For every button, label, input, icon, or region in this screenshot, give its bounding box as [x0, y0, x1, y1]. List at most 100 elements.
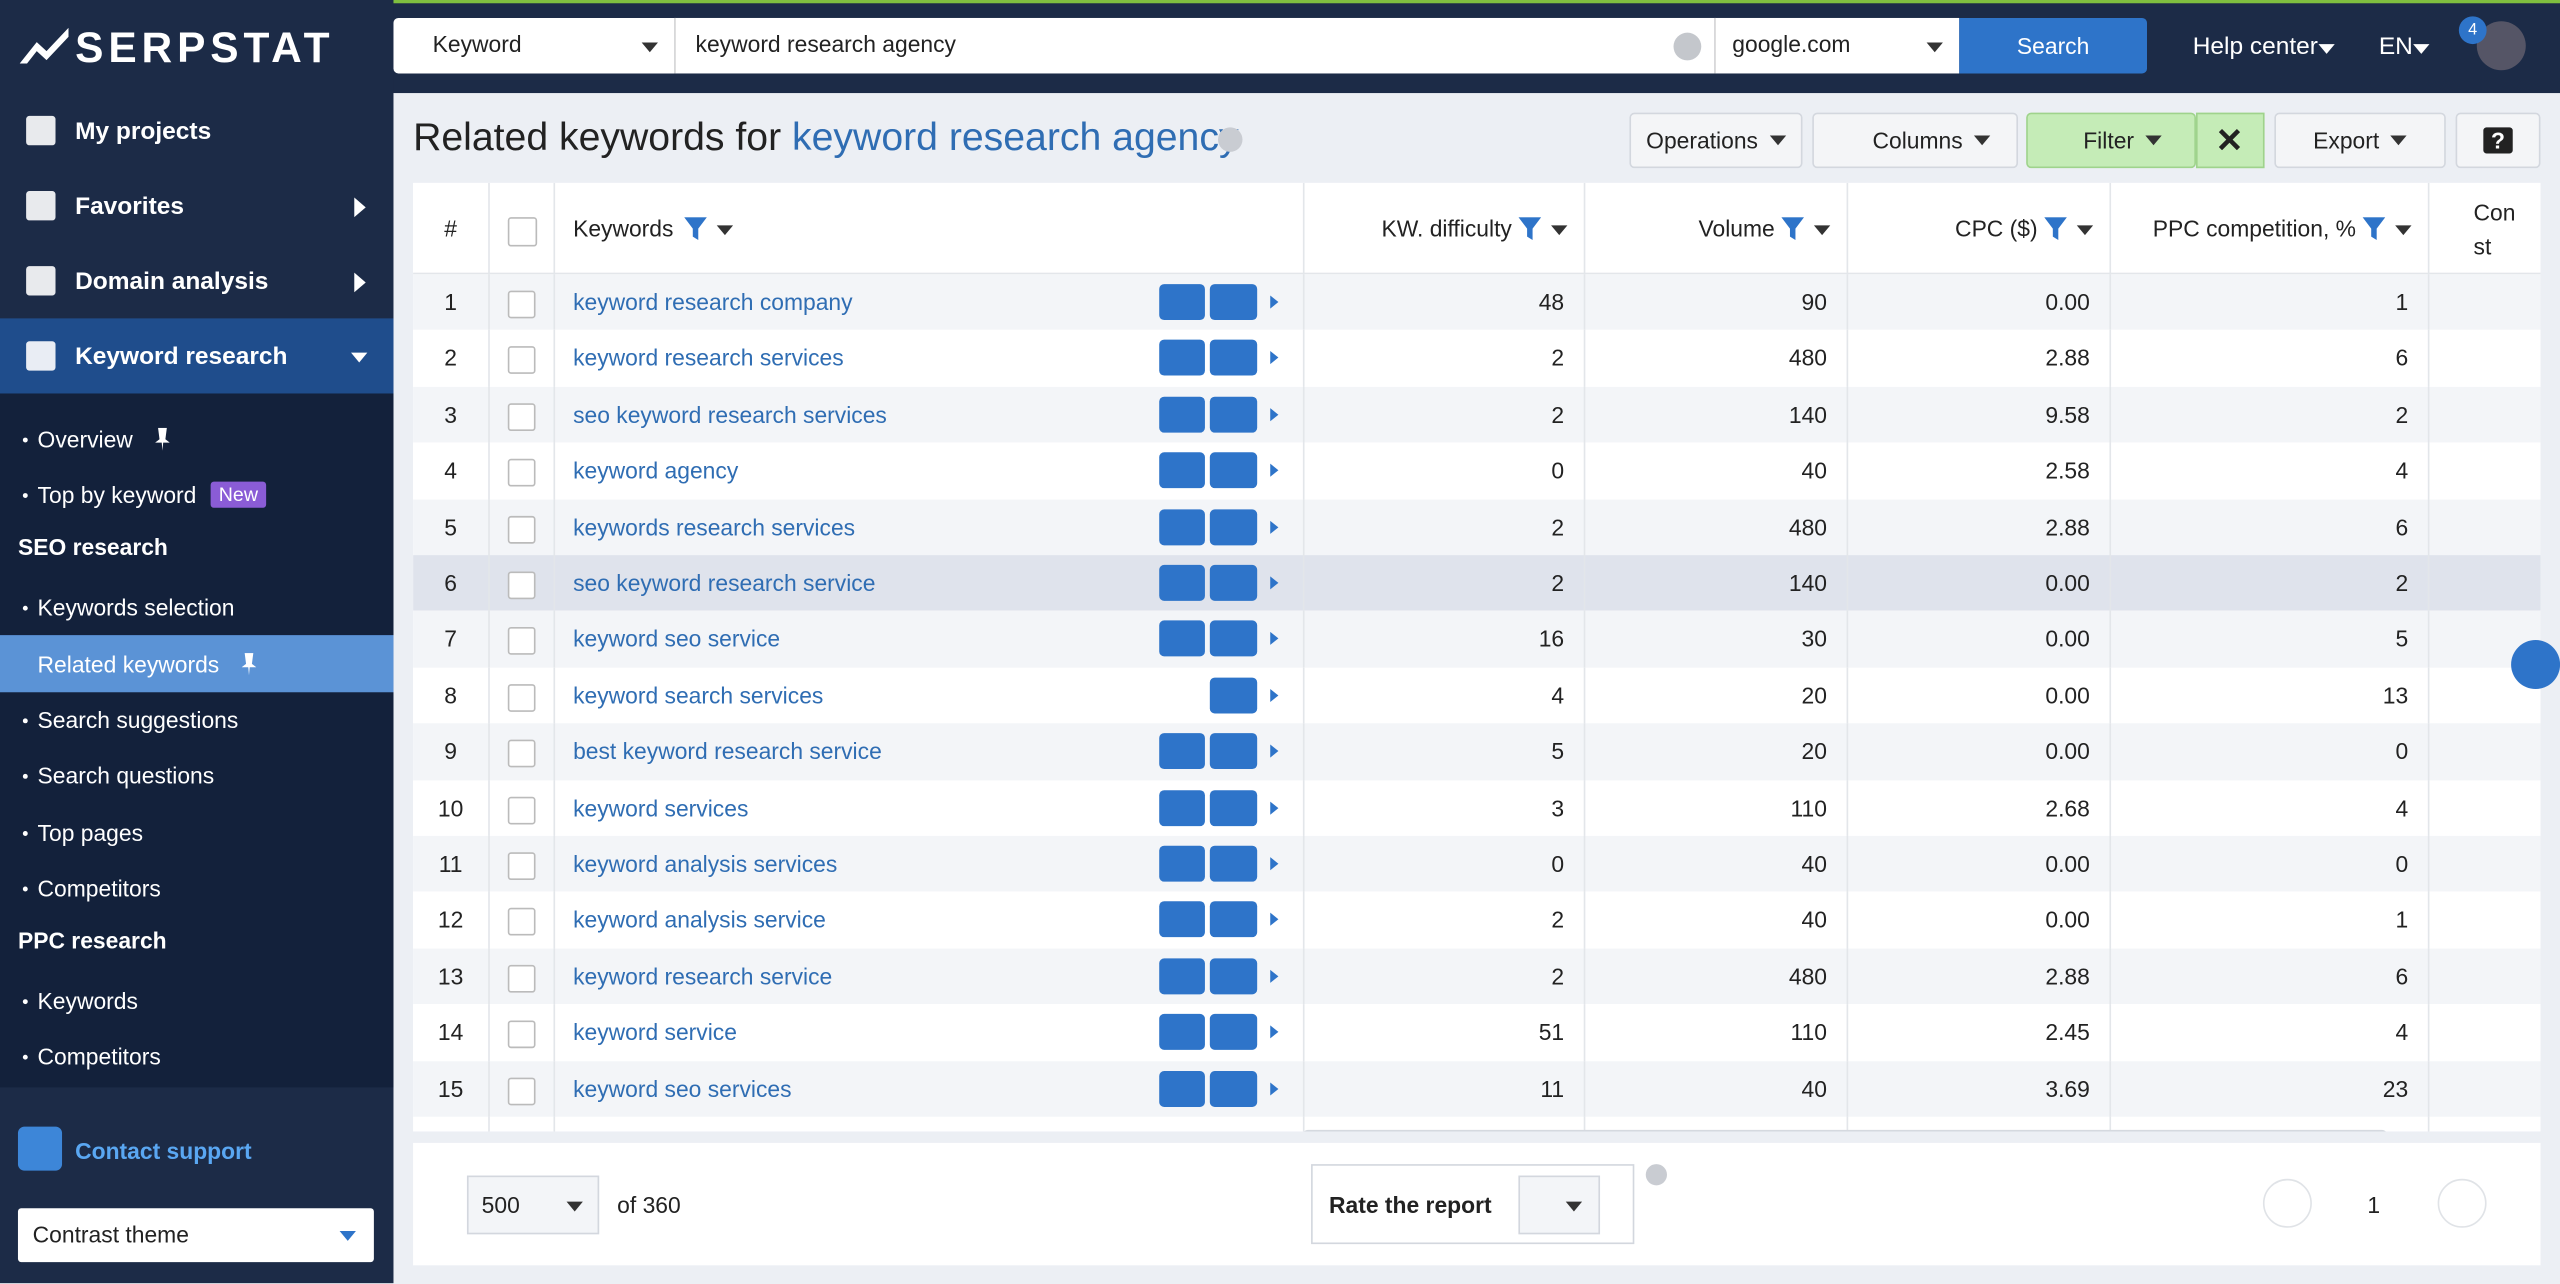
more-button[interactable]	[1209, 958, 1258, 994]
notification-badge[interactable]: 4	[2458, 16, 2487, 45]
more-button[interactable]	[1209, 396, 1258, 433]
row-checkbox[interactable]	[507, 1020, 536, 1049]
row-arrow[interactable]	[1270, 520, 1279, 534]
more-button[interactable]	[1209, 1070, 1258, 1107]
nav-item[interactable]: Favorites	[75, 192, 185, 221]
serp-icon[interactable]	[1159, 621, 1205, 657]
more-button[interactable]	[1209, 1014, 1258, 1051]
serp-icon[interactable]	[1159, 340, 1205, 377]
row-arrow[interactable]	[1270, 800, 1279, 815]
nav-subitem[interactable]: Overview	[37, 426, 133, 453]
keyword-link[interactable]: seo keyword research services	[573, 401, 887, 428]
search-type[interactable]: Keyword	[393, 17, 675, 74]
row-arrow[interactable]	[1270, 632, 1279, 646]
nav-item[interactable]: My projects	[75, 117, 212, 146]
keyword-link[interactable]: keywords research services	[573, 513, 856, 540]
keyword-link[interactable]: keyword research service	[573, 962, 833, 990]
keyword-link[interactable]: keyword service	[573, 1019, 737, 1046]
engine-select[interactable]: google.com	[1714, 17, 1960, 74]
more-button[interactable]	[1209, 621, 1258, 657]
header-button[interactable]: Filter	[2026, 112, 2196, 169]
clear-icon[interactable]	[1673, 32, 1702, 61]
row-arrow[interactable]	[1270, 407, 1279, 421]
more-button[interactable]	[1209, 677, 1258, 714]
more-button[interactable]	[1209, 284, 1258, 321]
serp-icon[interactable]	[1159, 564, 1205, 601]
serp-icon[interactable]	[1159, 452, 1205, 489]
row-checkbox[interactable]	[507, 852, 536, 881]
more-button[interactable]	[1209, 564, 1258, 601]
serp-icon[interactable]	[1159, 284, 1205, 321]
keyword-link[interactable]: keyword seo services	[573, 1075, 792, 1102]
column-header[interactable]: PPC competition, %	[2152, 215, 2356, 242]
nav-item[interactable]: Domain analysis	[75, 267, 269, 296]
more-button[interactable]	[1209, 340, 1258, 377]
header-button[interactable]: ?	[2455, 112, 2541, 169]
serp-icon[interactable]	[1159, 845, 1205, 882]
keyword-link[interactable]: keyword services	[573, 794, 749, 821]
keyword-link[interactable]: keyword seo service	[573, 625, 781, 653]
row-checkbox[interactable]	[507, 1076, 536, 1105]
row-checkbox[interactable]	[507, 459, 536, 487]
serp-icon[interactable]	[1159, 958, 1205, 994]
header-button[interactable]: Columns	[1812, 112, 2019, 169]
row-checkbox[interactable]	[507, 964, 536, 993]
column-header[interactable]: CPC ($)	[1955, 215, 2038, 242]
keyword-link[interactable]: seo keyword research service	[573, 569, 876, 596]
keyword-link[interactable]: best keyword research service	[573, 738, 882, 765]
serp-icon[interactable]	[1159, 789, 1205, 826]
rate-select[interactable]	[1518, 1175, 1601, 1235]
row-checkbox[interactable]	[507, 627, 536, 656]
serp-icon[interactable]	[1159, 508, 1205, 545]
row-checkbox[interactable]	[507, 290, 536, 319]
row-checkbox[interactable]	[507, 908, 536, 937]
nav-subitem[interactable]: Search suggestions	[37, 706, 239, 734]
row-arrow[interactable]	[1270, 576, 1279, 590]
row-arrow[interactable]	[1270, 351, 1279, 365]
column-header[interactable]: Con st	[2473, 199, 2516, 260]
nav-subitem[interactable]: Top pages	[37, 819, 144, 846]
more-button[interactable]	[1209, 845, 1258, 882]
header-button[interactable]: Export	[2274, 112, 2446, 169]
row-checkbox[interactable]	[507, 571, 536, 600]
column-header[interactable]: Keywords	[573, 215, 674, 242]
more-button[interactable]	[1209, 452, 1258, 489]
keyword-link[interactable]: keyword agency	[573, 457, 739, 484]
column-header[interactable]: KW. difficulty	[1381, 215, 1512, 242]
next-page[interactable]	[2437, 1178, 2487, 1228]
header-checkbox[interactable]	[507, 217, 538, 247]
keyword-link[interactable]: keyword research services	[573, 345, 844, 372]
row-arrow[interactable]	[1270, 913, 1279, 927]
row-arrow[interactable]	[1270, 1025, 1279, 1039]
filter-clear[interactable]	[2195, 112, 2265, 169]
keyword-link[interactable]: keyword research company	[573, 288, 853, 316]
keyword-link[interactable]: keyword analysis services	[573, 850, 838, 877]
row-arrow[interactable]	[1270, 1081, 1279, 1095]
nav-subitem[interactable]: Competitors	[37, 875, 161, 902]
prev-page[interactable]	[2262, 1178, 2312, 1228]
row-checkbox[interactable]	[507, 346, 536, 375]
row-arrow[interactable]	[1270, 744, 1279, 758]
nav-subitem[interactable]: Search questions	[37, 763, 215, 790]
keyword-link[interactable]: keyword search services	[573, 682, 824, 709]
search-input[interactable]: keyword research agency	[674, 17, 1715, 74]
row-checkbox[interactable]	[507, 402, 536, 431]
row-arrow[interactable]	[1270, 463, 1279, 478]
more-button[interactable]	[1209, 789, 1258, 826]
serp-icon[interactable]	[1159, 396, 1205, 433]
row-checkbox[interactable]	[507, 796, 536, 824]
language[interactable]: EN	[2378, 32, 2413, 61]
serp-icon[interactable]	[1159, 1014, 1205, 1051]
nav-item[interactable]: Keyword research	[75, 342, 288, 371]
nav-subitem[interactable]: Top by keyword	[37, 482, 197, 509]
side-expand[interactable]	[2511, 640, 2560, 689]
keyword-link[interactable]: keyword analysis service	[573, 906, 826, 933]
nav-subitem[interactable]: Keywords selection	[37, 594, 235, 621]
row-checkbox[interactable]	[507, 683, 536, 712]
serp-icon[interactable]	[1159, 901, 1205, 938]
nav-subitem[interactable]: Related keywords	[37, 650, 220, 677]
contact-support[interactable]: Contact support	[75, 1137, 252, 1165]
search-button[interactable]: Search	[1959, 17, 2148, 74]
row-arrow[interactable]	[1270, 295, 1279, 309]
row-checkbox[interactable]	[507, 739, 536, 768]
